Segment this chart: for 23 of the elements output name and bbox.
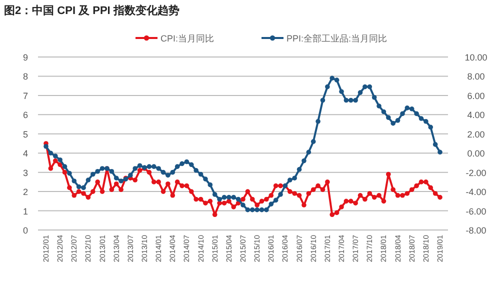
y-tick-label: 3	[22, 168, 28, 178]
y2-tick-label: 8.00	[467, 72, 485, 82]
y2-tick-label: -8.00	[466, 226, 486, 236]
y2-tick-label: -6.00	[466, 206, 486, 216]
y2-tick-label: 0.00	[467, 148, 485, 159]
y-tick-label: 8	[22, 72, 28, 82]
legend-label: CPI:当月同比	[160, 34, 214, 44]
y2-tick-label: 4.00	[467, 110, 485, 120]
y2-tick-label: -2.00	[466, 168, 486, 178]
chart-title: 图2：中国 CPI 及 PPI 指数变化趋势	[4, 4, 180, 17]
y-tick-label: 5	[22, 129, 28, 140]
y2-tick-label: 10.00	[464, 52, 488, 62]
y-tick-label: 0	[22, 226, 28, 236]
legend-label: PPI:全部工业品:当月同比	[286, 34, 388, 44]
y2-tick-label: -4.00	[466, 187, 486, 198]
y-tick-label: 4	[22, 148, 28, 159]
y-tick-label: 2	[22, 187, 28, 198]
y2-tick-label: 6.00	[467, 90, 485, 101]
y-tick-label: 1	[22, 206, 28, 216]
y-tick-label: 6	[22, 110, 28, 120]
y-tick-label: 9	[22, 52, 28, 62]
y2-tick-label: 2.00	[467, 129, 485, 140]
y-tick-label: 7	[22, 90, 28, 101]
